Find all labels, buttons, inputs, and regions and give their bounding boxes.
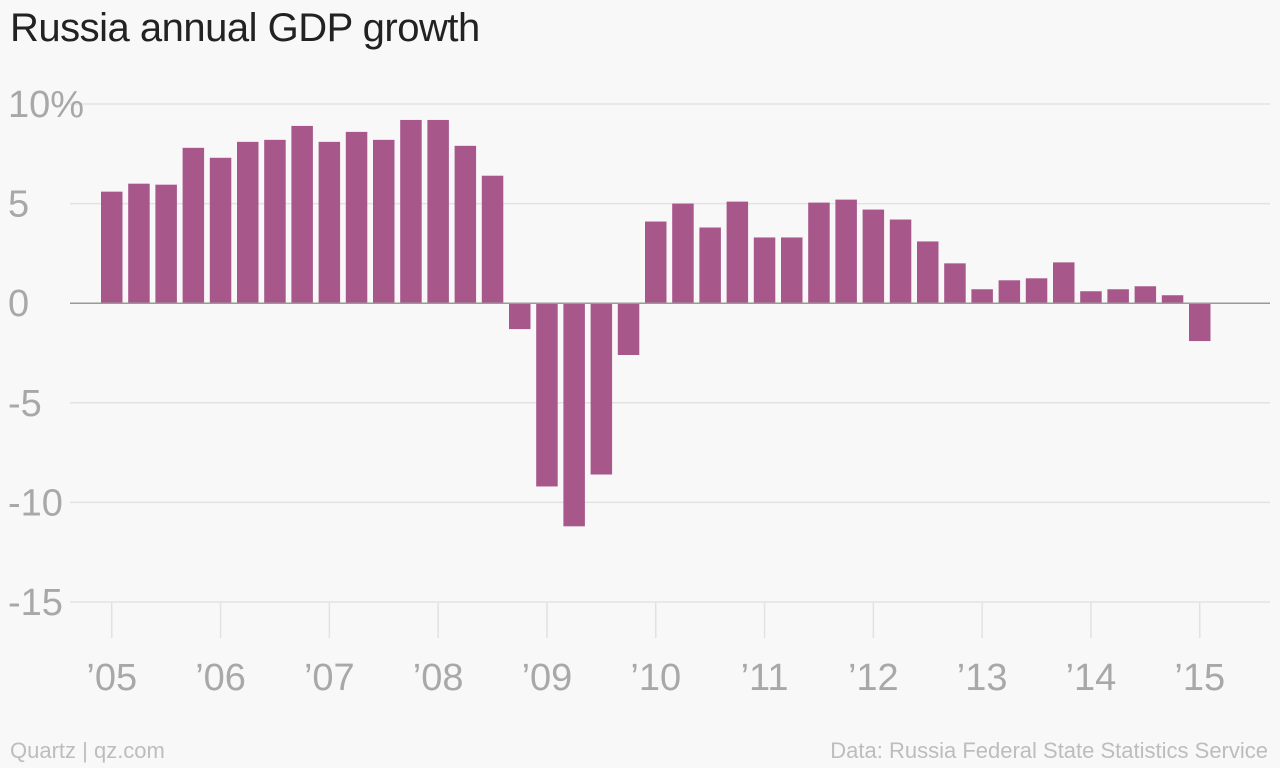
- x-tick-label: ’12: [848, 657, 899, 699]
- bar-2006-q4: [291, 125, 313, 304]
- bar-2006-q1: [209, 157, 232, 304]
- bar-2014-q1: [1080, 291, 1102, 304]
- bar-2009-q2: [563, 303, 585, 527]
- x-tick-label: ’06: [195, 657, 246, 699]
- x-tick-label: ’10: [630, 657, 681, 699]
- bar-2011-q4: [835, 199, 857, 304]
- bar-2012-q3: [917, 241, 939, 304]
- bar-2013-q1: [971, 289, 993, 304]
- y-tick-label: 0: [8, 283, 29, 325]
- bar-2015-q1: [1189, 303, 1211, 342]
- bar-2011-q1: [753, 237, 776, 304]
- bar-2013-q4: [1053, 262, 1075, 304]
- y-axis-ticks: 10% 5 0 -5 -10 -15: [8, 84, 84, 624]
- bars: [101, 119, 1211, 527]
- bar-2011-q2: [781, 237, 803, 304]
- bar-2008-q1: [427, 119, 449, 304]
- bar-2012-q2: [889, 219, 912, 304]
- y-tick-label: -15: [8, 582, 63, 624]
- bar-2009-q1: [536, 303, 558, 487]
- chart-title: Russia annual GDP growth: [10, 6, 480, 50]
- bar-2013-q3: [1025, 278, 1048, 304]
- bar-2005-q1: [101, 191, 123, 304]
- bar-2012-q4: [944, 263, 966, 304]
- bar-2010-q4: [726, 201, 749, 304]
- bar-2007-q3: [373, 139, 395, 304]
- bar-2011-q3: [808, 202, 830, 304]
- y-tick-label: 10%: [8, 84, 84, 126]
- bar-2014-q2: [1107, 289, 1129, 304]
- bar-2009-q3: [590, 303, 613, 475]
- bar-2010-q2: [672, 203, 694, 304]
- x-tick-label: ’15: [1174, 657, 1225, 699]
- data-source-note: Data: Russia Federal State Statistics Se…: [830, 738, 1268, 763]
- bar-2012-q1: [862, 209, 885, 304]
- x-tick-label: ’14: [1066, 657, 1117, 699]
- source-credit: Quartz | qz.com: [10, 738, 165, 763]
- x-tick-label: ’08: [413, 657, 464, 699]
- bar-2005-q3: [155, 184, 177, 304]
- bar-2010-q3: [699, 227, 721, 304]
- bar-2014-q3: [1134, 286, 1157, 304]
- x-tick-label: ’07: [304, 657, 355, 699]
- x-axis-ticks: ’05 ’06 ’07 ’08 ’09 ’10 ’11 ’12 ’13 ’14 ’15: [86, 603, 1225, 699]
- bar-2007-q2: [345, 131, 368, 304]
- bar-2008-q2: [454, 145, 477, 304]
- x-tick-label: ’09: [522, 657, 573, 699]
- y-tick-label: -5: [8, 383, 42, 425]
- bar-2006-q3: [264, 139, 286, 304]
- y-tick-label: -10: [8, 482, 63, 524]
- bar-2014-q4: [1161, 295, 1184, 304]
- bar-2009-q4: [617, 303, 640, 355]
- bar-2007-q4: [400, 119, 422, 304]
- x-tick-label: ’13: [957, 657, 1008, 699]
- bar-2006-q2: [237, 141, 259, 304]
- y-tick-label: 5: [8, 184, 29, 226]
- bar-2005-q4: [182, 147, 205, 304]
- bar-2008-q3: [481, 175, 504, 304]
- x-tick-label: ’11: [741, 657, 789, 699]
- bar-2010-q1: [645, 221, 667, 304]
- bar-2013-q2: [998, 280, 1021, 304]
- bar-2008-q4: [509, 303, 531, 330]
- bar-2005-q2: [128, 183, 150, 304]
- bar-2007-q1: [318, 141, 341, 304]
- x-tick-label: ’05: [86, 657, 137, 699]
